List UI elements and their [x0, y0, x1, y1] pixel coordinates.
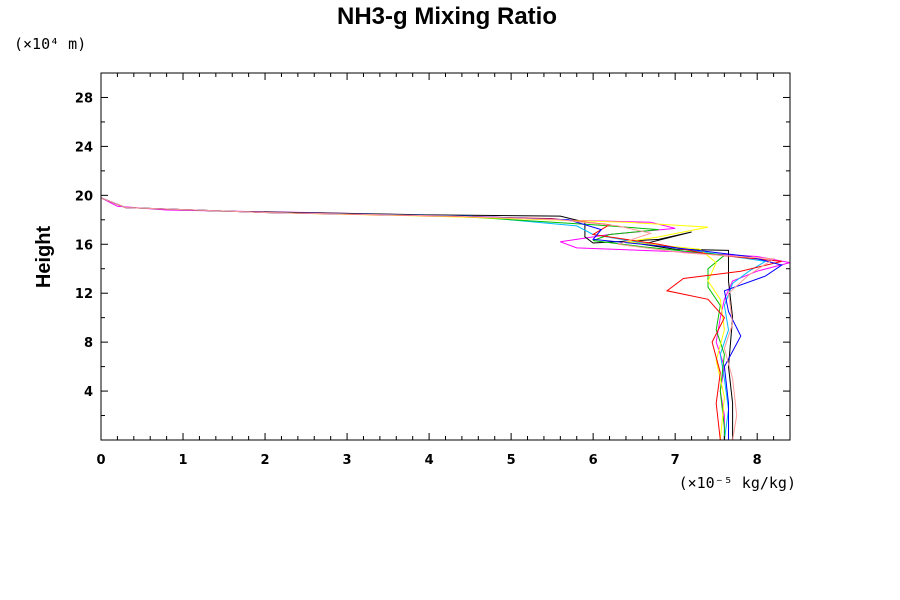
- chart-title: NH3-g Mixing Ratio: [337, 3, 557, 30]
- plot-frame: [100, 72, 791, 441]
- series-line-7: [101, 197, 783, 440]
- x-tick-label: 8: [753, 453, 762, 468]
- series-line-6: [101, 197, 782, 440]
- series-line-5: [101, 197, 725, 440]
- y-tick-label: 12: [75, 287, 93, 302]
- y-tick-label: 20: [75, 189, 93, 204]
- series-layer: [101, 73, 790, 440]
- x-tick-label: 6: [589, 453, 598, 468]
- y-axis-label: Height: [33, 226, 55, 289]
- y-tick-label: 8: [84, 336, 93, 351]
- x-tick-label: 0: [96, 453, 105, 468]
- y-tick-label: 24: [75, 140, 93, 155]
- x-tick-label: 7: [671, 453, 680, 468]
- x-tick-label: 3: [343, 453, 352, 468]
- y-tick-label: 28: [75, 91, 93, 106]
- x-tick-label: 2: [261, 453, 270, 468]
- y-unit-label: (×10⁴ m): [14, 35, 86, 53]
- x-tick-label: 4: [425, 453, 434, 468]
- series-line-4: [101, 197, 726, 440]
- x-tick-label: 1: [179, 453, 188, 468]
- series-line-3: [101, 197, 767, 440]
- y-tick-label: 4: [84, 385, 93, 400]
- x-unit-label: (×10⁻⁵ kg/kg): [679, 474, 796, 492]
- x-tick-label: 5: [507, 453, 516, 468]
- y-tick-label: 16: [75, 238, 93, 253]
- series-line-2: [101, 197, 734, 440]
- series-line-1: [101, 73, 790, 440]
- series-line-8: [101, 197, 776, 440]
